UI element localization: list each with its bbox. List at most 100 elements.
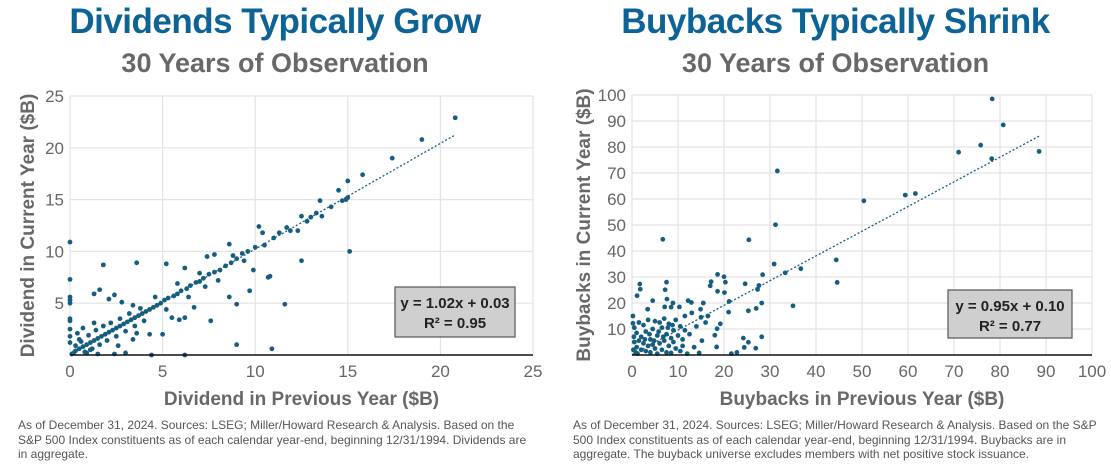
data-point: [239, 251, 245, 256]
data-point: [721, 274, 727, 280]
data-point: [126, 311, 132, 316]
data-point: [753, 306, 759, 311]
data-point: [67, 333, 73, 339]
data-point: [186, 294, 191, 300]
data-point: [250, 267, 256, 273]
y-tick-label: 10: [45, 242, 64, 261]
data-point: [654, 333, 660, 338]
data-point: [661, 316, 667, 321]
data-point: [746, 237, 752, 243]
right-footnote: As of December 31, 2024. Sources: LSEG; …: [573, 418, 1097, 461]
data-point: [756, 283, 762, 288]
data-point: [700, 300, 706, 306]
data-point: [668, 304, 674, 310]
data-point: [664, 279, 669, 285]
y-tick-label: 25: [45, 87, 64, 106]
data-point: [208, 318, 214, 324]
data-point: [67, 340, 73, 345]
data-point: [91, 291, 97, 297]
x-tick-label: 80: [991, 362, 1010, 381]
data-point: [648, 350, 653, 355]
data-point: [230, 253, 236, 258]
y-tick-label: 40: [607, 242, 626, 261]
data-point: [67, 239, 73, 245]
data-point: [163, 261, 169, 267]
data-point: [643, 348, 649, 354]
data-point: [132, 323, 138, 329]
data-point: [137, 305, 143, 311]
x-tick-label: 100: [1078, 362, 1106, 381]
x-tick-label: 5: [158, 362, 167, 381]
regression-box: [947, 289, 1073, 339]
data-point: [115, 343, 121, 349]
data-point: [676, 304, 682, 310]
x-tick-label: 10: [669, 362, 688, 381]
data-point: [106, 296, 112, 302]
data-point: [67, 276, 73, 282]
data-point: [650, 326, 656, 332]
data-point: [912, 191, 918, 196]
data-point: [234, 301, 240, 307]
data-point: [641, 340, 646, 346]
y-tick-label: 100: [598, 86, 626, 105]
data-point: [666, 321, 672, 327]
data-point: [100, 323, 106, 329]
trendline: [631, 135, 1040, 356]
data-point: [87, 340, 93, 345]
data-point: [299, 213, 304, 219]
data-point: [774, 168, 780, 174]
x-tick-label: 40: [807, 362, 826, 381]
x-tick-label: 10: [246, 362, 265, 381]
data-point: [659, 325, 665, 331]
y-axis-title: Dividend in Current Year ($B): [18, 94, 39, 358]
data-point: [91, 338, 97, 343]
trendline: [69, 134, 456, 356]
data-point: [645, 306, 651, 312]
data-point: [657, 340, 662, 346]
data-point: [100, 262, 106, 268]
data-point: [75, 330, 80, 336]
x-tick-label: 20: [431, 362, 450, 381]
x-tick-label: 15: [338, 362, 357, 381]
data-point: [389, 155, 395, 161]
data-point: [660, 236, 666, 242]
data-point: [134, 330, 140, 336]
data-point: [651, 338, 657, 344]
data-point: [256, 224, 262, 229]
x-tick-label: 25: [524, 362, 543, 381]
data-point: [67, 300, 73, 306]
data-point: [182, 265, 188, 271]
data-point: [119, 299, 125, 305]
data-point: [741, 345, 747, 350]
data-point: [76, 337, 82, 342]
data-point: [956, 149, 961, 155]
data-point: [197, 270, 203, 276]
data-point: [745, 339, 751, 345]
data-point: [648, 337, 653, 342]
data-point: [638, 347, 644, 353]
data-point: [652, 346, 658, 351]
data-point: [650, 298, 656, 304]
data-point: [134, 260, 140, 266]
data-point: [347, 249, 353, 254]
data-point: [722, 290, 727, 295]
data-point: [696, 350, 702, 356]
data-point: [689, 310, 695, 316]
data-point: [714, 344, 720, 350]
data-point: [130, 337, 136, 342]
data-point: [112, 292, 117, 298]
data-point: [637, 281, 643, 287]
left-chart-subtitle: 30 Years of Observation: [121, 48, 429, 78]
data-point: [638, 334, 644, 340]
left-chart-title: Dividends Typically Grow: [69, 2, 481, 41]
data-point: [123, 328, 128, 334]
x-tick-label: 70: [945, 362, 964, 381]
data-point: [93, 327, 99, 333]
data-point: [677, 348, 683, 354]
x-tick-label: 20: [715, 362, 734, 381]
data-point: [861, 198, 867, 204]
y-tick-label: 30: [607, 268, 626, 287]
data-point: [634, 344, 639, 350]
data-point: [452, 115, 458, 121]
data-point: [978, 142, 984, 148]
